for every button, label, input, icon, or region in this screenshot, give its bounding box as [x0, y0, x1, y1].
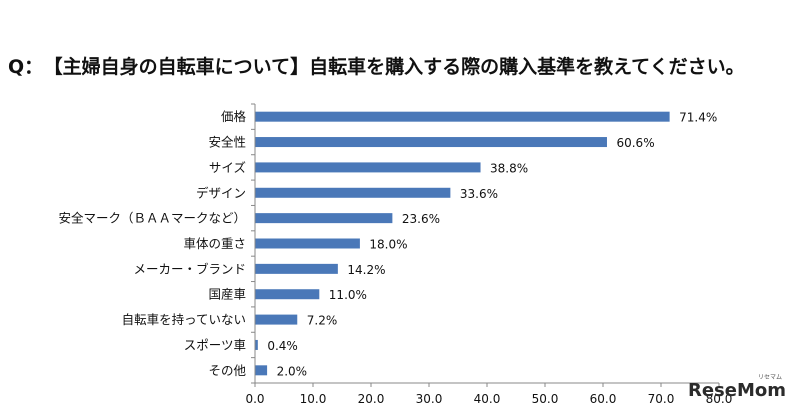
x-tick-label: 30.0 [416, 392, 443, 406]
data-label: 14.2% [347, 263, 385, 277]
category-label: サイズ [209, 160, 246, 175]
bar [255, 137, 607, 148]
category-label: 国産車 [208, 287, 246, 302]
bar [255, 111, 670, 122]
category-label: デザイン [196, 185, 246, 200]
title-prefix: Q： [8, 56, 44, 78]
logo-text: ReseMom [687, 380, 786, 401]
data-label: 23.6% [402, 212, 440, 226]
bar [255, 263, 338, 274]
x-tick-label: 0.0 [245, 392, 264, 406]
data-label: 60.6% [616, 136, 654, 150]
category-label: 安全性 [208, 135, 246, 150]
category-label: スポーツ車 [184, 337, 246, 352]
x-tick-label: 40.0 [474, 392, 501, 406]
title-text: 【主婦自身の自転車について】自転車を購入する際の購入基準を教えてください。 [53, 56, 745, 78]
category-label: 価格 [221, 109, 247, 124]
x-tick-label: 80.0 [706, 392, 733, 406]
bar [255, 289, 320, 300]
resemom-logo: ReseMom リセマム [687, 374, 786, 401]
category-label: 安全マーク（ＢＡＡマークなど） [58, 211, 246, 226]
logo-subtext: リセマム [757, 374, 782, 381]
data-label: 7.2% [307, 314, 338, 328]
bar [255, 339, 258, 350]
x-tick-label: 60.0 [590, 392, 617, 406]
category-label: メーカー・ブランド [133, 261, 246, 276]
data-label: 33.6% [460, 187, 498, 201]
bar [255, 213, 393, 224]
category-label: その他 [208, 363, 246, 378]
data-label: 11.0% [329, 288, 367, 302]
bar [255, 238, 360, 249]
chart-title: Q： 【主婦自身の自転車について】自転車を購入する際の購入基準を教えてください。 [8, 52, 745, 79]
bar [255, 162, 481, 173]
x-tick-label: 20.0 [358, 392, 385, 406]
data-label: 0.4% [267, 339, 298, 353]
bar [255, 314, 298, 325]
x-tick-label: 70.0 [648, 392, 675, 406]
data-label: 38.8% [490, 161, 528, 175]
data-label: 71.4% [679, 111, 717, 125]
category-label: 車体の重さ [183, 236, 246, 251]
x-tick-label: 50.0 [532, 392, 559, 406]
bar [255, 365, 268, 376]
data-label: 18.0% [369, 238, 407, 252]
data-label: 2.0% [277, 364, 308, 378]
x-tick-label: 10.0 [300, 392, 327, 406]
bar [255, 187, 451, 198]
category-label: 自転車を持っていない [122, 312, 246, 327]
